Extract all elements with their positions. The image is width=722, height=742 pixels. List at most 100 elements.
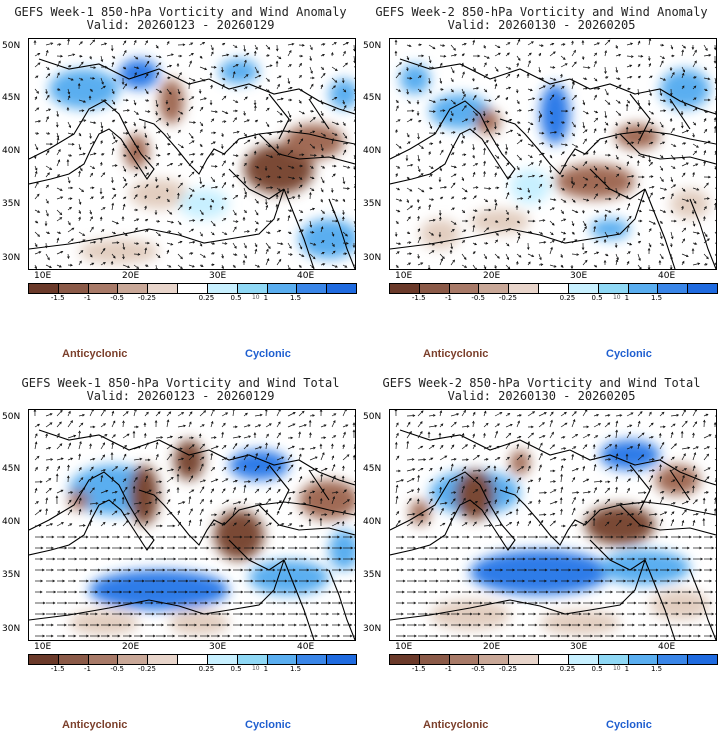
wind-arrow-head — [516, 520, 520, 524]
wind-arrow-head — [249, 568, 253, 572]
wind-arrow — [571, 95, 577, 101]
wind-arrow — [298, 454, 302, 461]
wind-arrow-head — [603, 259, 607, 263]
wind-arrow-head — [223, 217, 227, 221]
wind-arrow — [703, 253, 709, 259]
wind-arrow — [560, 132, 564, 137]
wind-arrow-head — [113, 78, 117, 82]
wind-arrow — [571, 468, 579, 472]
wind-arrow — [417, 187, 424, 193]
wind-arrow-head — [258, 522, 262, 525]
wind-arrow-head — [530, 108, 534, 112]
wind-arrow — [659, 132, 665, 136]
wind-arrow-head — [466, 424, 470, 428]
wind-arrow-head — [141, 579, 145, 583]
wind-arrow — [166, 53, 174, 57]
wind-arrow-head — [573, 124, 576, 128]
wind-arrow — [626, 76, 632, 79]
wind-arrow-head — [80, 250, 84, 253]
wind-arrow-head — [473, 94, 477, 98]
wind-arrow — [714, 219, 716, 222]
wind-arrow-head — [531, 41, 534, 44]
wind-arrow-head — [451, 444, 455, 448]
wind-arrow — [681, 491, 690, 494]
wind-arrow-head — [660, 124, 664, 128]
wind-arrow-head — [713, 60, 716, 64]
wind-arrow — [681, 475, 685, 483]
wind-arrow-head — [36, 181, 39, 185]
wind-arrow-head — [320, 189, 324, 193]
map-canvas — [29, 39, 355, 269]
wind-arrow — [450, 173, 457, 178]
wind-arrow-head — [704, 67, 707, 71]
wind-arrow-head — [111, 61, 115, 65]
wind-arrow — [89, 487, 95, 494]
wind-arrow-head — [681, 72, 685, 76]
wind-arrow-head — [103, 262, 106, 265]
wind-arrow-head — [136, 145, 140, 148]
wind-arrow-head — [60, 457, 64, 461]
wind-arrow-head — [235, 194, 239, 198]
wind-arrow — [287, 43, 294, 46]
wind-arrow-head — [561, 174, 565, 178]
wind-arrow — [527, 154, 533, 158]
wind-arrow-head — [648, 62, 652, 66]
wind-arrow-head — [484, 256, 487, 260]
wind-arrow-head — [233, 486, 236, 490]
wind-arrow — [428, 498, 433, 505]
wind-arrow-head — [517, 235, 521, 239]
wind-arrow-head — [538, 477, 542, 481]
wind-arrow-head — [485, 458, 489, 461]
wind-arrow-head — [46, 213, 49, 217]
wind-arrow-head — [156, 71, 159, 75]
wind-arrow-head — [167, 142, 171, 146]
wind-arrow-head — [34, 96, 38, 100]
wind-arrow-head — [254, 227, 258, 231]
wind-arrow-head — [626, 161, 630, 165]
wind-arrow-head — [269, 132, 273, 136]
wind-arrow — [648, 220, 656, 225]
wind-arrow — [221, 242, 227, 245]
wind-arrow-head — [677, 590, 681, 594]
wind-arrow-head — [158, 62, 162, 66]
wind-arrow-head — [570, 266, 574, 269]
wind-arrow — [331, 121, 339, 125]
wind-arrow-head — [152, 579, 156, 583]
wind-arrow-head — [483, 266, 487, 269]
wind-arrow-head — [236, 130, 240, 134]
wind-arrow-head — [156, 243, 160, 247]
wind-arrow — [144, 110, 150, 113]
wind-arrow-head — [675, 546, 679, 550]
wind-arrow-head — [406, 68, 409, 72]
wind-arrow-head — [446, 557, 449, 561]
wind-arrow — [483, 129, 489, 134]
wind-arrow-head — [618, 113, 622, 116]
wind-arrow-head — [418, 120, 422, 123]
wind-arrow — [593, 454, 596, 461]
wind-arrow — [243, 44, 246, 52]
wind-arrow-head — [48, 446, 52, 450]
wind-arrow-head — [529, 230, 533, 234]
wind-arrow-head — [46, 116, 49, 120]
wind-arrow — [243, 498, 247, 505]
wind-arrow — [100, 85, 106, 90]
colorbar-tick-label: -1.5 — [50, 294, 65, 302]
wind-arrow — [560, 238, 566, 244]
wind-arrow-head — [333, 413, 337, 416]
wind-arrow — [538, 435, 546, 439]
wind-arrow — [659, 88, 662, 96]
wind-arrow-head — [270, 155, 274, 158]
wind-arrow-head — [483, 147, 486, 151]
wind-arrow — [549, 457, 557, 461]
wind-arrow-head — [572, 200, 576, 203]
wind-arrow — [166, 512, 172, 516]
wind-arrow-head — [343, 104, 347, 108]
wind-arrow — [45, 150, 50, 156]
wind-arrow-head — [540, 442, 543, 446]
wind-arrow-head — [41, 568, 45, 572]
wind-arrow-head — [192, 264, 195, 268]
wind-arrow — [571, 411, 577, 417]
wind-arrow-head — [457, 590, 461, 594]
wind-arrow-head — [135, 166, 139, 170]
wind-arrow-head — [259, 413, 263, 417]
